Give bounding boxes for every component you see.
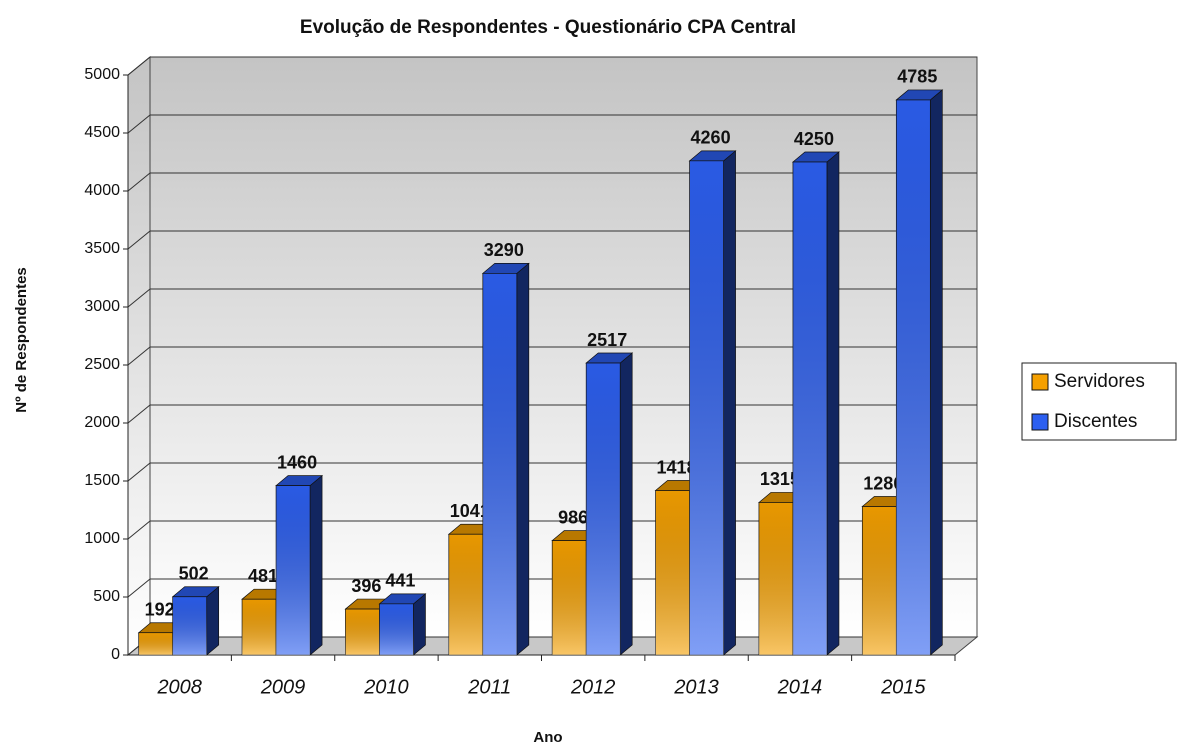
y-tick-label: 2000 [84, 414, 120, 431]
legend-label: Discentes [1054, 411, 1137, 432]
value-label: 396 [351, 576, 381, 596]
value-label: 4260 [691, 128, 731, 148]
bar-shade [138, 632, 173, 655]
bar-shade [655, 490, 690, 655]
value-label: 2517 [587, 330, 627, 350]
value-label: 1315 [760, 469, 800, 489]
x-tick-label: 2015 [880, 676, 926, 698]
bar-side [929, 89, 943, 656]
y-tick-label: 3000 [84, 298, 120, 315]
bar-side [206, 586, 220, 656]
grid-line [127, 172, 151, 192]
value-label: 192 [145, 599, 175, 619]
chart-title: Evolução de Respondentes - Questionário … [300, 17, 796, 38]
bar-side [723, 150, 736, 656]
grid-line [127, 56, 151, 76]
value-label: 502 [179, 564, 209, 584]
value-label: 481 [248, 566, 278, 586]
bar-shade [552, 540, 587, 655]
value-label: 1418 [657, 457, 697, 477]
y-tick-label: 1000 [84, 530, 120, 547]
x-tick-label: 2010 [363, 676, 409, 698]
y-tick-label: 2500 [84, 356, 120, 373]
bar-shade [586, 363, 621, 655]
value-label: 1280 [863, 473, 903, 493]
bar-shade [758, 502, 793, 655]
x-tick-label: 2011 [467, 676, 511, 698]
bar-shade [482, 273, 517, 655]
y-tick-label: 0 [111, 646, 120, 663]
y-tick-label: 5000 [84, 66, 120, 83]
bar-shade [792, 162, 827, 655]
value-label: 441 [385, 571, 415, 591]
bar-shade [345, 609, 380, 655]
bar-shade [379, 603, 414, 655]
y-tick-label: 500 [93, 588, 120, 605]
bar-side [413, 593, 426, 656]
y-tick-label: 1500 [84, 472, 120, 489]
y-axis-label: Nº de Respondentes [13, 267, 30, 413]
legend-label: Servidores [1054, 371, 1145, 392]
grid-line [127, 462, 151, 482]
grid-line [127, 404, 151, 424]
bar-side [516, 262, 530, 656]
bar-shade [896, 99, 931, 655]
bar-side [826, 151, 840, 656]
value-label: 986 [558, 507, 588, 527]
bar-side [309, 474, 323, 656]
grid-line [127, 346, 151, 366]
legend-swatch [1031, 373, 1049, 391]
x-tick-label: 2009 [260, 676, 306, 698]
grid-line [127, 230, 151, 250]
grid-line [127, 114, 151, 134]
value-label: 1460 [277, 452, 317, 472]
x-tick-label: 2008 [156, 676, 202, 698]
bar-shade [172, 596, 207, 655]
bar-shade [242, 599, 277, 655]
bar-shade [448, 534, 483, 655]
bar-shade [276, 485, 311, 655]
bar-side [619, 352, 633, 656]
bar-shade [689, 160, 724, 655]
legend-swatch [1031, 413, 1049, 431]
y-tick-label: 4500 [84, 124, 120, 141]
value-label: 3290 [484, 240, 524, 260]
value-label: 1041 [450, 501, 490, 521]
y-tick-label: 3500 [84, 240, 120, 257]
grid-line [127, 520, 151, 540]
x-axis-label: Ano [533, 729, 562, 746]
x-tick-label: 2013 [673, 676, 719, 698]
grid-line [127, 288, 151, 308]
grid-line [127, 578, 151, 598]
x-tick-label: 2012 [570, 676, 616, 698]
x-tick-label: 2014 [777, 676, 823, 698]
value-label: 4785 [897, 67, 937, 87]
y-tick-label: 4000 [84, 182, 120, 199]
bar-shade [862, 506, 897, 655]
value-label: 4250 [794, 129, 834, 149]
